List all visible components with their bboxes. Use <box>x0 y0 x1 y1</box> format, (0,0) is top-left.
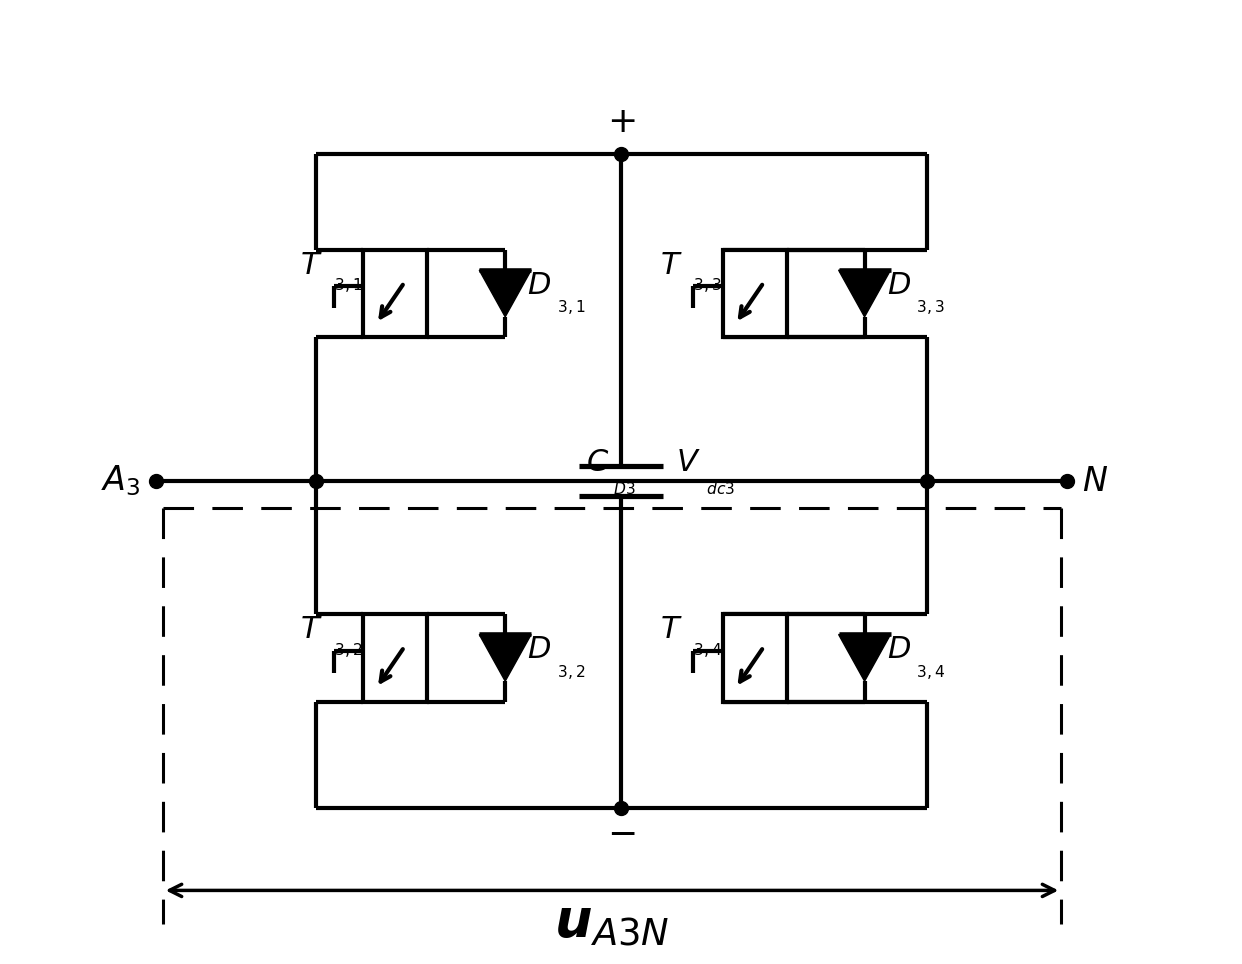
Text: $D$: $D$ <box>887 270 910 301</box>
Text: $_{3,2}$: $_{3,2}$ <box>334 639 361 661</box>
Text: $_{3,1}$: $_{3,1}$ <box>334 275 361 297</box>
Text: $V$: $V$ <box>676 447 700 478</box>
Bar <box>723 250 786 337</box>
Text: $T$: $T$ <box>660 250 682 281</box>
Text: $_{3,2}$: $_{3,2}$ <box>558 660 585 683</box>
Text: $T$: $T$ <box>660 614 682 645</box>
Polygon shape <box>838 634 891 682</box>
Text: $_{3,3}$: $_{3,3}$ <box>693 275 722 297</box>
Text: $_{dc3}$: $_{dc3}$ <box>705 474 735 496</box>
Text: $D$: $D$ <box>527 270 551 301</box>
Text: $C$: $C$ <box>586 447 609 478</box>
Bar <box>723 614 786 702</box>
Text: $N$: $N$ <box>1082 465 1108 497</box>
Text: $_{3,4}$: $_{3,4}$ <box>693 639 722 661</box>
Text: $_{3,1}$: $_{3,1}$ <box>558 297 585 318</box>
Text: $_{3,3}$: $_{3,3}$ <box>917 297 945 318</box>
Text: $T$: $T$ <box>301 614 323 645</box>
Bar <box>364 614 427 702</box>
Text: $A_3$: $A_3$ <box>102 464 140 498</box>
Polygon shape <box>838 270 891 317</box>
Polygon shape <box>479 634 532 682</box>
Text: $_{3,4}$: $_{3,4}$ <box>917 660 945 683</box>
Text: $+$: $+$ <box>607 105 635 139</box>
Text: $\boldsymbol{u}_{A3N}$: $\boldsymbol{u}_{A3N}$ <box>554 898 669 950</box>
Text: $D$: $D$ <box>887 634 910 665</box>
Text: $-$: $-$ <box>607 816 635 849</box>
Polygon shape <box>479 270 532 317</box>
Text: $T$: $T$ <box>301 250 323 281</box>
Text: $D$: $D$ <box>527 634 551 665</box>
Bar <box>364 250 427 337</box>
Text: $_{D3}$: $_{D3}$ <box>614 474 636 496</box>
